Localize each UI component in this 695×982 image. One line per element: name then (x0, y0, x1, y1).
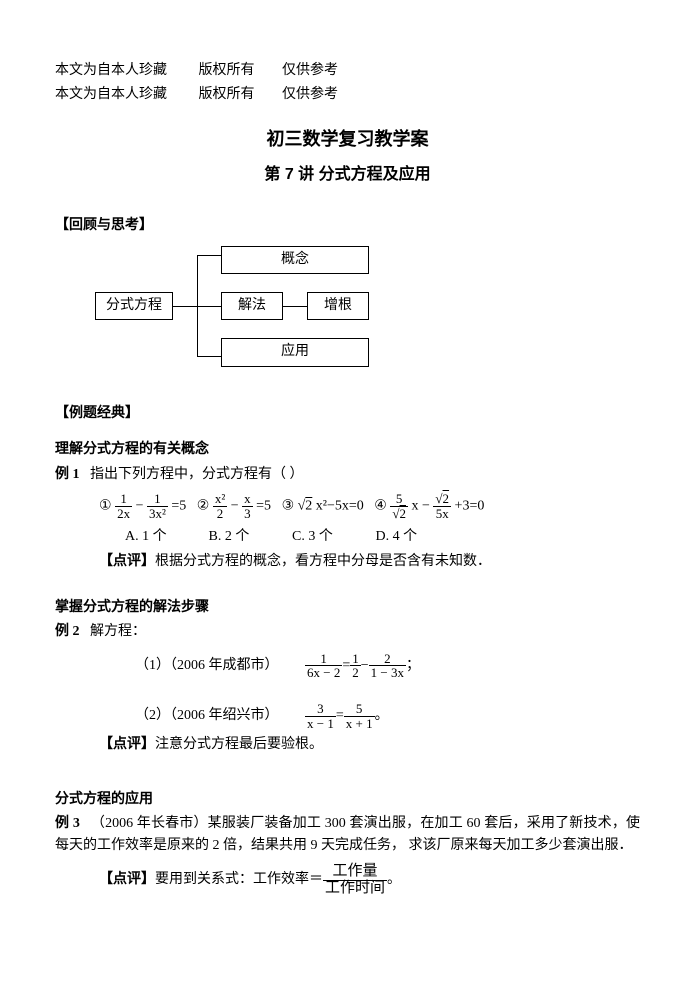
eq4-mid: x − (412, 498, 434, 513)
example-2-label: 例 2 (55, 624, 80, 639)
example-3: 例 3 （2006 年长春市）某服装厂装备加工 300 套演出服，在加工 60 … (55, 813, 640, 858)
flow-connector-2 (283, 306, 307, 307)
ex2-2-anum: 3 (305, 702, 336, 717)
example-2-eq2: （2）（2006 年绍兴市） 3x − 1 = 5x + 1 。 (55, 702, 640, 730)
ex2-2-tail: 。 (375, 705, 389, 727)
ex3-frac-den: 工作时间 (323, 881, 387, 897)
flow-column: 概念 解法 增根 应用 (221, 246, 369, 367)
copyright-c: 仅供参考 (282, 60, 338, 82)
eq2-b-num: x (242, 492, 253, 507)
ex2-2-bden: x + 1 (344, 717, 375, 731)
ex3-comment-post: 。 (387, 869, 401, 891)
ex2-1-cden: 1 − 3x (369, 666, 406, 680)
ex2-comment-label: 【点评】 (99, 737, 155, 752)
example-1-text: 指出下列方程中，分式方程有（ ） (90, 467, 304, 482)
example-2: 例 2 解方程： (55, 621, 640, 643)
eq2-a-num: x² (213, 492, 227, 507)
flow-node-solve: 解法 (221, 292, 283, 320)
ex2-1-bden: 2 (350, 666, 361, 680)
flow-diagram: 分式方程 概念 解法 增根 应用 (95, 246, 640, 367)
page-title: 初三数学复习教学案 (55, 125, 640, 154)
topic-3: 分式方程的应用 (55, 789, 640, 811)
flow-node-concept: 概念 (221, 246, 369, 274)
ex2-1-anum: 1 (305, 652, 342, 667)
flow-connector (173, 306, 197, 307)
copyright-b2: 版权所有 (199, 84, 279, 106)
ex2-2-aden: x − 1 (305, 717, 336, 731)
example-1-equations: ① 12x − 13x² =5 ② x²2 − x3 =5 ③ √2 x²−5x… (55, 492, 640, 520)
eq4-a-num: 5 (390, 492, 408, 507)
section-review: 【回顾与思考】 (55, 215, 640, 237)
copyright-line-1: 本文为自本人珍藏 版权所有 仅供参考 (55, 60, 640, 82)
eq1-a-den: 2x (115, 507, 132, 521)
example-2-text: 解方程： (90, 624, 146, 639)
copyright-b: 版权所有 (199, 60, 279, 82)
example-2-eq1: （1）（2006 年成都市） 16x − 2 = 12 − 21 − 3x ； (55, 652, 640, 680)
ex2-2-eq: = (336, 705, 344, 727)
ex3-comment-pre: 要用到关系式：工作效率＝ (155, 869, 323, 891)
example-1-options: A. 1 个 B. 2 个 C. 3 个 D. 4 个 (125, 526, 640, 548)
eq2-rhs: =5 (256, 498, 271, 513)
page-subtitle: 第 7 讲 分式方程及应用 (55, 162, 640, 188)
ex2-1-tail: ； (406, 655, 420, 677)
example-1-label: 例 1 (55, 467, 80, 482)
ex2-1-bnum: 1 (350, 652, 361, 667)
copyright-c2: 仅供参考 (282, 84, 338, 106)
opt-c: C. 3 个 (292, 526, 372, 548)
ex3-frac-num: 工作量 (323, 864, 387, 881)
ex2-1-aden: 6x − 2 (305, 666, 342, 680)
example-3-text: （2006 年长春市）某服装厂装备加工 300 套演出服，在加工 60 套后，采… (55, 816, 640, 853)
eq4-b-num: √2 (433, 492, 451, 507)
eq4-tail: +3=0 (455, 498, 485, 513)
ex2-1-cnum: 2 (369, 652, 406, 667)
eq1-b-den: 3x² (147, 507, 168, 521)
ex3-comment-label: 【点评】 (99, 869, 155, 891)
eq4-a-den: √2 (390, 507, 408, 521)
ex2-1-eq: = (342, 655, 350, 677)
eq2-a-den: 2 (213, 507, 227, 521)
copyright-a: 本文为自本人珍藏 (55, 60, 195, 82)
ex2-1-minus: − (361, 655, 369, 677)
eq1-rhs: =5 (171, 498, 186, 513)
eq1-b-num: 1 (147, 492, 168, 507)
eq2-b-den: 3 (242, 507, 253, 521)
example-3-label: 例 3 (55, 816, 80, 831)
ex2-2-label: （2）（2006 年绍兴市） (135, 705, 305, 727)
example-1-comment: 【点评】根据分式方程的概念，看方程中分母是否含有未知数． (55, 551, 640, 573)
eq3-rest: x²−5x=0 (312, 498, 364, 513)
flow-branch-connector (197, 247, 221, 365)
ex1-comment-text: 根据分式方程的概念，看方程中分母是否含有未知数． (155, 554, 491, 569)
ex2-2-bnum: 5 (344, 702, 375, 717)
copyright-line-2: 本文为自本人珍藏 版权所有 仅供参考 (55, 84, 640, 106)
opt-d: D. 4 个 (376, 526, 456, 548)
copyright-a2: 本文为自本人珍藏 (55, 84, 195, 106)
ex1-comment-label: 【点评】 (99, 554, 155, 569)
example-2-comment: 【点评】注意分式方程最后要验根。 (55, 734, 640, 756)
example-3-comment: 【点评】 要用到关系式：工作效率＝ 工作量工作时间 。 (55, 864, 640, 897)
flow-node-root: 分式方程 (95, 292, 173, 320)
example-1: 例 1 指出下列方程中，分式方程有（ ） (55, 464, 640, 486)
eq1-a-num: 1 (115, 492, 132, 507)
eq4-b-den: 5x (433, 507, 451, 521)
topic-1: 理解分式方程的有关概念 (55, 439, 640, 461)
ex2-1-label: （1）（2006 年成都市） (135, 655, 305, 677)
opt-b: B. 2 个 (209, 526, 289, 548)
ex2-comment-text: 注意分式方程最后要验根。 (155, 737, 323, 752)
opt-a: A. 1 个 (125, 526, 205, 548)
section-examples: 【例题经典】 (55, 403, 640, 425)
flow-node-extra-root: 增根 (307, 292, 369, 320)
topic-2: 掌握分式方程的解法步骤 (55, 597, 640, 619)
flow-node-apply: 应用 (221, 338, 369, 366)
